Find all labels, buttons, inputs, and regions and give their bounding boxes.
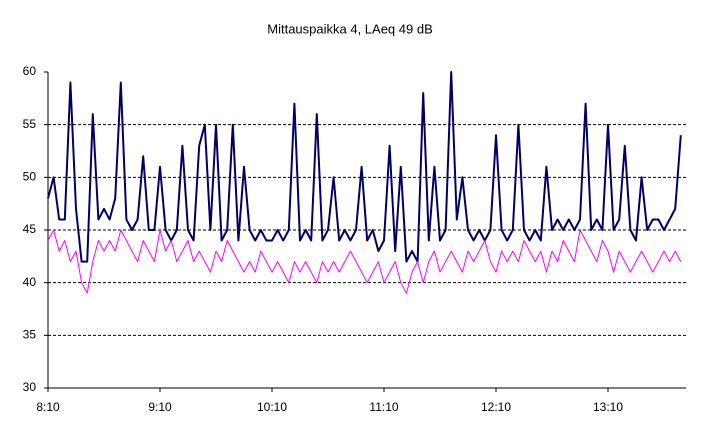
- y-tick-label: 55: [23, 117, 37, 131]
- x-tick-label: 8:10: [36, 400, 60, 414]
- y-tick-label: 60: [23, 64, 37, 78]
- x-tick-label: 13:10: [593, 400, 623, 414]
- series-line: [47, 229, 682, 294]
- y-tick-label: 50: [23, 170, 37, 184]
- series-line: [47, 71, 682, 263]
- y-tick-label: 30: [23, 380, 37, 394]
- y-tick-label: 45: [23, 222, 37, 236]
- x-tick-label: 10:10: [257, 400, 287, 414]
- chart-title: Mittauspaikka 4, LAeq 49 dB: [267, 21, 433, 36]
- x-tick-label: 9:10: [148, 400, 172, 414]
- x-tick-label: 12:10: [481, 400, 511, 414]
- x-tick-label: 11:10: [369, 400, 398, 414]
- y-tick-label: 35: [23, 328, 37, 342]
- y-tick-label: 40: [23, 275, 37, 289]
